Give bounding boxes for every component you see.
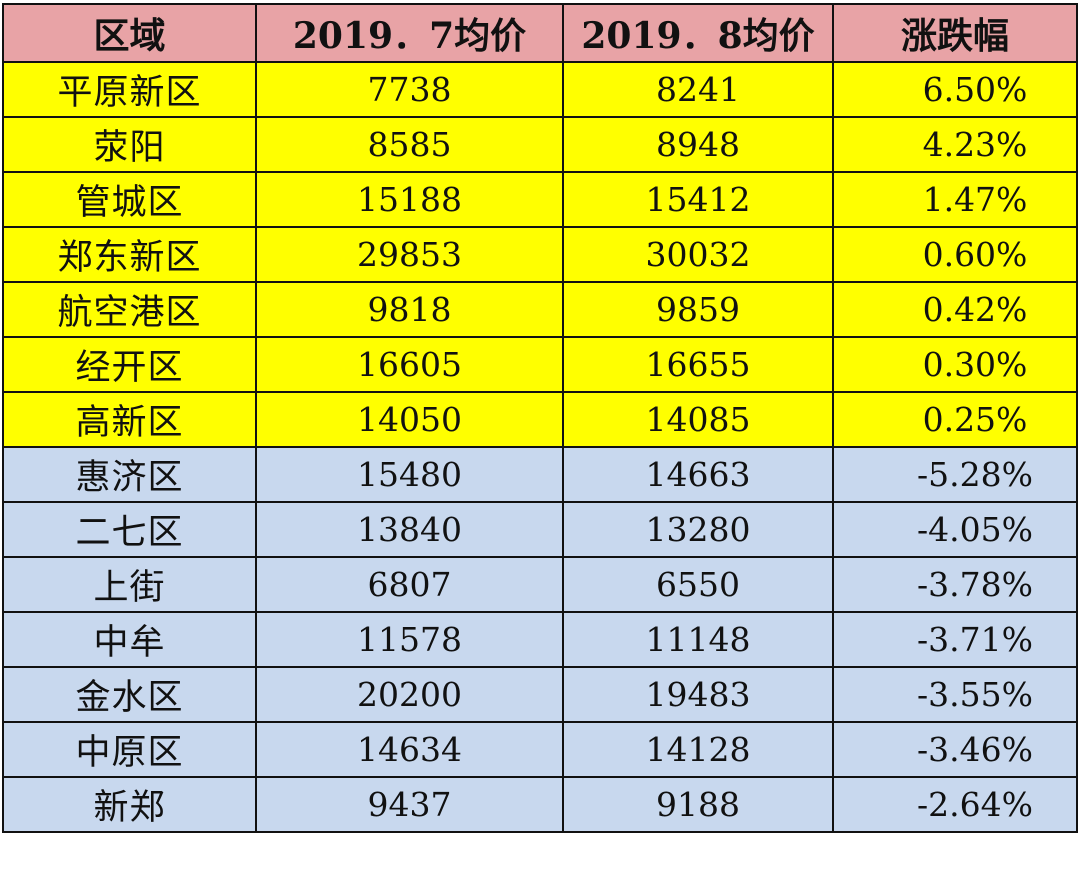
table-row: 航空港区 9818 9859 0.42% [2,281,1078,338]
region-cell: 金水区 [2,666,257,723]
august-price-cell: 8241 [562,61,834,118]
table-row: 郑东新区 29853 30032 0.60% [2,226,1078,283]
table-body: 平原新区 7738 8241 6.50% 荥阳 8585 8948 4.23% 管城区 15188… [2,61,1078,833]
table-row: 上街 6807 6550 -3.78% [2,556,1078,613]
august-price-cell: 8948 [562,116,834,173]
change-cell: -2.64% [832,776,1078,833]
region-cell: 平原新区 [2,61,257,118]
table-row: 高新区 14050 14085 0.25% [2,391,1078,448]
august-price-cell: 15412 [562,171,834,228]
august-price-cell: 19483 [562,666,834,723]
change-cell: 1.47% [832,171,1078,228]
table-row: 荥阳 8585 8948 4.23% [2,116,1078,173]
august-price-cell: 14085 [562,391,834,448]
august-price-cell: 6550 [562,556,834,613]
change-cell: 6.50% [832,61,1078,118]
july-price-cell: 29853 [255,226,564,283]
august-price-cell: 9188 [562,776,834,833]
august-price-cell: 9859 [562,281,834,338]
region-cell: 郑东新区 [2,226,257,283]
july-price-cell: 15480 [255,446,564,503]
region-cell: 中牟 [2,611,257,668]
change-cell: -5.28% [832,446,1078,503]
change-cell: -3.55% [832,666,1078,723]
change-cell: 0.42% [832,281,1078,338]
region-cell: 高新区 [2,391,257,448]
region-cell: 航空港区 [2,281,257,338]
table-row: 中原区 14634 14128 -3.46% [2,721,1078,778]
header-august-price: 2019．8均价 [562,3,834,63]
header-change: 涨跌幅 [832,3,1078,63]
table-row: 经开区 16605 16655 0.30% [2,336,1078,393]
change-cell: -3.46% [832,721,1078,778]
header-region: 区域 [2,3,257,63]
july-price-cell: 16605 [255,336,564,393]
july-price-cell: 9437 [255,776,564,833]
change-cell: 0.25% [832,391,1078,448]
august-price-cell: 14128 [562,721,834,778]
july-price-cell: 7738 [255,61,564,118]
table-row: 金水区 20200 19483 -3.55% [2,666,1078,723]
july-price-cell: 14050 [255,391,564,448]
price-change-table: 区域 2019．7均价 2019．8均价 涨跌幅 平原新区 7738 8241 6.5… [2,3,1078,833]
table-header: 区域 2019．7均价 2019．8均价 涨跌幅 [2,3,1078,63]
change-cell: -3.78% [832,556,1078,613]
change-cell: 4.23% [832,116,1078,173]
july-price-cell: 8585 [255,116,564,173]
region-cell: 上街 [2,556,257,613]
region-cell: 中原区 [2,721,257,778]
change-cell: 0.30% [832,336,1078,393]
header-row: 区域 2019．7均价 2019．8均价 涨跌幅 [2,3,1078,63]
july-price-cell: 14634 [255,721,564,778]
august-price-cell: 13280 [562,501,834,558]
change-cell: -3.71% [832,611,1078,668]
table-row: 惠济区 15480 14663 -5.28% [2,446,1078,503]
table-row: 平原新区 7738 8241 6.50% [2,61,1078,118]
july-price-cell: 11578 [255,611,564,668]
table-row: 二七区 13840 13280 -4.05% [2,501,1078,558]
august-price-cell: 30032 [562,226,834,283]
header-july-price: 2019．7均价 [255,3,564,63]
august-price-cell: 14663 [562,446,834,503]
region-cell: 二七区 [2,501,257,558]
region-cell: 惠济区 [2,446,257,503]
region-cell: 经开区 [2,336,257,393]
region-cell: 管城区 [2,171,257,228]
region-cell: 荥阳 [2,116,257,173]
change-cell: 0.60% [832,226,1078,283]
table-row: 管城区 15188 15412 1.47% [2,171,1078,228]
table-row: 中牟 11578 11148 -3.71% [2,611,1078,668]
region-cell: 新郑 [2,776,257,833]
july-price-cell: 15188 [255,171,564,228]
july-price-cell: 20200 [255,666,564,723]
july-price-cell: 9818 [255,281,564,338]
august-price-cell: 11148 [562,611,834,668]
august-price-cell: 16655 [562,336,834,393]
july-price-cell: 6807 [255,556,564,613]
table-row: 新郑 9437 9188 -2.64% [2,776,1078,833]
change-cell: -4.05% [832,501,1078,558]
july-price-cell: 13840 [255,501,564,558]
